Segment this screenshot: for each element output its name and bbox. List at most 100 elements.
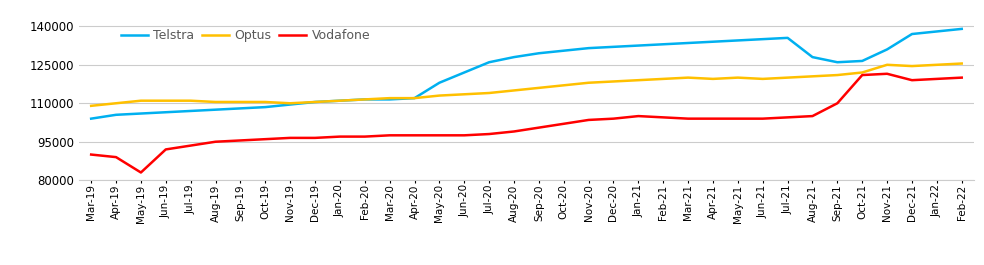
Telstra <box>607 45 619 48</box>
Telstra <box>807 55 819 59</box>
Vodafone <box>508 130 520 133</box>
Vodafone <box>159 148 171 151</box>
Optus <box>757 77 769 81</box>
Vodafone <box>955 76 967 79</box>
Vodafone <box>607 117 619 120</box>
Telstra <box>284 103 296 106</box>
Telstra <box>856 59 868 63</box>
Vodafone <box>309 136 321 139</box>
Vodafone <box>732 117 744 120</box>
Optus <box>408 96 420 100</box>
Vodafone <box>135 171 147 174</box>
Vodafone <box>384 134 396 137</box>
Line: Vodafone: Vodafone <box>92 74 961 173</box>
Telstra <box>906 32 918 36</box>
Optus <box>459 93 470 96</box>
Optus <box>882 63 893 67</box>
Optus <box>781 76 793 79</box>
Vodafone <box>284 136 296 139</box>
Vodafone <box>931 77 943 81</box>
Optus <box>210 100 221 104</box>
Telstra <box>757 38 769 41</box>
Optus <box>931 63 943 67</box>
Vodafone <box>583 118 594 122</box>
Optus <box>508 89 520 92</box>
Telstra <box>359 98 371 101</box>
Telstra <box>882 48 893 51</box>
Vodafone <box>260 138 272 141</box>
Optus <box>707 77 719 81</box>
Optus <box>384 96 396 100</box>
Telstra <box>657 43 669 46</box>
Vodafone <box>657 116 669 119</box>
Vodafone <box>807 114 819 118</box>
Vodafone <box>707 117 719 120</box>
Vodafone <box>882 72 893 75</box>
Telstra <box>210 108 221 111</box>
Optus <box>434 94 446 97</box>
Vodafone <box>558 122 570 125</box>
Vodafone <box>856 73 868 77</box>
Telstra <box>931 30 943 33</box>
Optus <box>185 99 197 102</box>
Telstra <box>707 40 719 43</box>
Telstra <box>110 113 122 116</box>
Line: Telstra: Telstra <box>92 29 961 119</box>
Telstra <box>682 41 694 45</box>
Vodafone <box>86 153 97 156</box>
Telstra <box>583 47 594 50</box>
Telstra <box>185 109 197 113</box>
Optus <box>732 76 744 79</box>
Optus <box>856 71 868 74</box>
Telstra <box>86 117 97 120</box>
Optus <box>359 98 371 101</box>
Optus <box>159 99 171 102</box>
Telstra <box>955 27 967 30</box>
Optus <box>483 91 495 95</box>
Optus <box>284 102 296 105</box>
Optus <box>260 100 272 104</box>
Optus <box>831 73 843 77</box>
Telstra <box>434 81 446 84</box>
Telstra <box>781 36 793 39</box>
Vodafone <box>408 134 420 137</box>
Vodafone <box>210 140 221 143</box>
Vodafone <box>682 117 694 120</box>
Vodafone <box>483 132 495 136</box>
Vodafone <box>234 139 246 142</box>
Telstra <box>234 107 246 110</box>
Vodafone <box>185 144 197 147</box>
Optus <box>309 100 321 104</box>
Vodafone <box>359 135 371 138</box>
Optus <box>583 81 594 84</box>
Optus <box>633 79 645 82</box>
Vodafone <box>906 79 918 82</box>
Optus <box>807 75 819 78</box>
Line: Optus: Optus <box>92 64 961 106</box>
Vodafone <box>533 126 545 129</box>
Vodafone <box>434 134 446 137</box>
Optus <box>607 80 619 83</box>
Optus <box>334 99 345 102</box>
Legend: Telstra, Optus, Vodafone: Telstra, Optus, Vodafone <box>121 29 370 42</box>
Optus <box>234 100 246 104</box>
Vodafone <box>633 114 645 118</box>
Telstra <box>459 71 470 74</box>
Optus <box>906 64 918 68</box>
Optus <box>657 77 669 81</box>
Vodafone <box>757 117 769 120</box>
Vodafone <box>781 116 793 119</box>
Vodafone <box>334 135 345 138</box>
Telstra <box>334 99 345 102</box>
Telstra <box>633 44 645 47</box>
Optus <box>110 102 122 105</box>
Optus <box>955 62 967 65</box>
Telstra <box>483 61 495 64</box>
Telstra <box>260 105 272 109</box>
Telstra <box>558 49 570 52</box>
Telstra <box>159 111 171 114</box>
Optus <box>682 76 694 79</box>
Telstra <box>135 112 147 115</box>
Telstra <box>732 39 744 42</box>
Optus <box>86 104 97 107</box>
